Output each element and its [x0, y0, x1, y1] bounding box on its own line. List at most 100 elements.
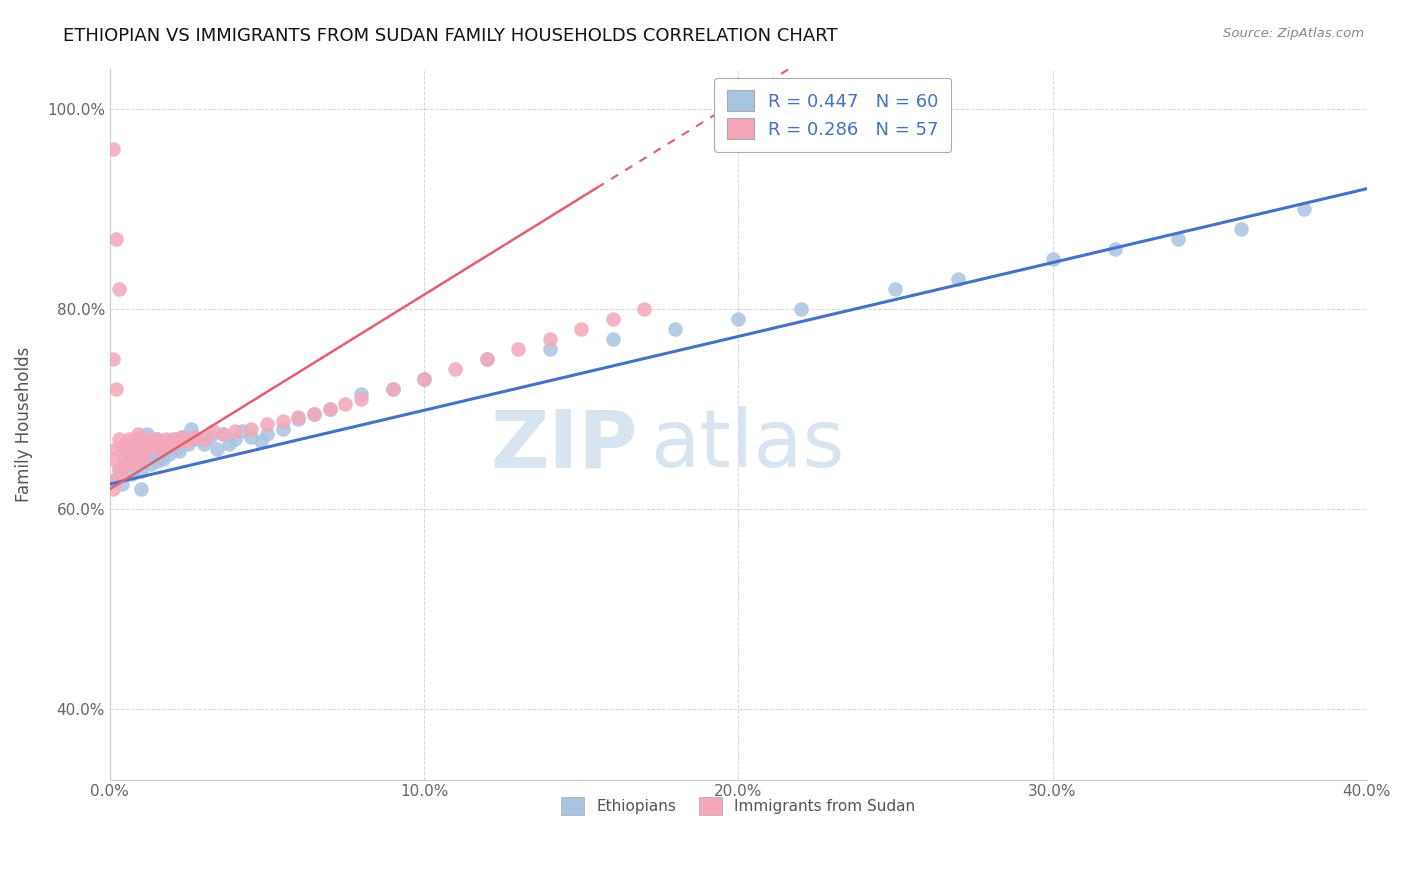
Point — [105, 442, 128, 456]
Point — [664, 322, 686, 336]
Point — [129, 452, 152, 467]
Point — [212, 427, 235, 442]
Point — [790, 301, 813, 316]
Point — [136, 427, 159, 442]
Point — [205, 442, 228, 456]
Point — [124, 452, 146, 467]
Point — [111, 442, 134, 456]
Point — [224, 432, 246, 446]
Legend: Ethiopians, Immigrants from Sudan: Ethiopians, Immigrants from Sudan — [551, 786, 927, 825]
Point — [302, 407, 325, 421]
Point — [142, 437, 165, 451]
Y-axis label: Family Households: Family Households — [15, 346, 32, 502]
Point — [111, 477, 134, 491]
Point — [105, 472, 128, 486]
Point — [117, 432, 139, 446]
Point — [538, 332, 561, 346]
Point — [302, 407, 325, 421]
Point — [224, 424, 246, 438]
Point — [413, 372, 436, 386]
Point — [114, 457, 136, 471]
Point — [1104, 242, 1126, 256]
Point — [127, 447, 149, 461]
Point — [183, 432, 205, 446]
Point — [193, 432, 215, 446]
Point — [105, 232, 128, 246]
Point — [114, 437, 136, 451]
Point — [121, 467, 143, 482]
Point — [111, 467, 134, 482]
Point — [177, 437, 200, 451]
Point — [149, 442, 172, 456]
Point — [129, 464, 152, 478]
Point — [319, 402, 342, 417]
Point — [146, 454, 169, 468]
Point — [381, 382, 404, 396]
Point — [508, 342, 530, 356]
Point — [146, 432, 169, 446]
Point — [134, 447, 156, 461]
Point — [271, 422, 294, 436]
Point — [240, 422, 263, 436]
Point — [183, 430, 205, 444]
Point — [444, 362, 467, 376]
Point — [108, 432, 131, 446]
Point — [200, 430, 222, 444]
Point — [287, 412, 309, 426]
Point — [136, 442, 159, 456]
Point — [139, 457, 162, 471]
Point — [165, 432, 187, 446]
Point — [146, 432, 169, 446]
Point — [108, 282, 131, 296]
Text: ZIP: ZIP — [491, 407, 638, 484]
Point — [127, 454, 149, 468]
Point — [413, 372, 436, 386]
Point — [101, 482, 124, 496]
Point — [101, 452, 124, 467]
Point — [177, 434, 200, 448]
Point — [202, 424, 225, 438]
Point — [136, 442, 159, 456]
Point — [271, 414, 294, 428]
Point — [727, 312, 749, 326]
Point — [108, 462, 131, 476]
Point — [287, 410, 309, 425]
Point — [121, 437, 143, 451]
Point — [152, 437, 174, 451]
Point — [139, 432, 162, 446]
Point — [212, 427, 235, 442]
Point — [159, 434, 181, 448]
Point — [1167, 232, 1189, 246]
Point — [152, 452, 174, 467]
Point — [569, 322, 592, 336]
Point — [538, 342, 561, 356]
Point — [167, 434, 190, 448]
Point — [117, 452, 139, 467]
Text: ETHIOPIAN VS IMMIGRANTS FROM SUDAN FAMILY HOUSEHOLDS CORRELATION CHART: ETHIOPIAN VS IMMIGRANTS FROM SUDAN FAMIL… — [63, 27, 838, 45]
Point — [231, 424, 253, 438]
Point — [105, 382, 128, 396]
Text: Source: ZipAtlas.com: Source: ZipAtlas.com — [1223, 27, 1364, 40]
Point — [114, 442, 136, 456]
Point — [124, 447, 146, 461]
Point — [159, 447, 181, 461]
Point — [193, 437, 215, 451]
Point — [350, 387, 373, 401]
Point — [1230, 221, 1253, 235]
Point — [319, 402, 342, 417]
Point — [249, 434, 271, 448]
Point — [240, 430, 263, 444]
Point — [155, 437, 177, 451]
Point — [142, 447, 165, 461]
Point — [256, 427, 278, 442]
Point — [165, 442, 187, 456]
Point — [124, 432, 146, 446]
Point — [117, 457, 139, 471]
Point — [475, 351, 498, 366]
Point — [162, 432, 184, 446]
Point — [101, 142, 124, 156]
Point — [948, 272, 970, 286]
Point — [475, 351, 498, 366]
Point — [633, 301, 655, 316]
Point — [167, 444, 190, 458]
